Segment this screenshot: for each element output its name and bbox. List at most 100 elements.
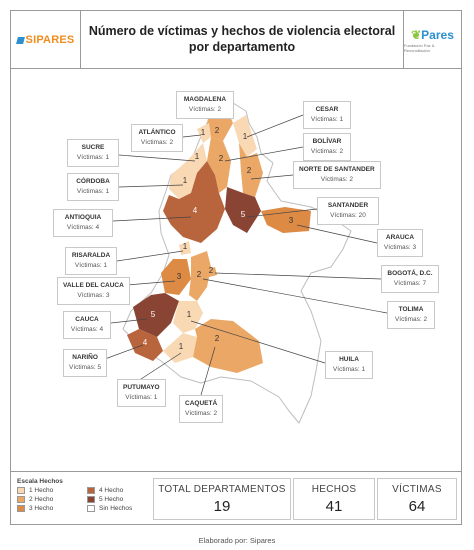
leader-line-atlantico <box>182 134 202 138</box>
label-name: CÓRDOBA <box>76 178 110 185</box>
dept-hechos-bolivar: 2 <box>219 154 224 163</box>
title-line-1: Número de víctimas y hechos de violencia… <box>88 24 396 38</box>
leader-line-cesar <box>246 114 304 138</box>
page-title: Número de víctimas y hechos de violencia… <box>83 23 401 55</box>
label-name: NORTE DE SANTANDER <box>299 166 375 173</box>
dept-hechos-cesar: 1 <box>243 132 248 141</box>
dept-hechos-valle-del-cauca: 3 <box>177 272 182 281</box>
label-cordoba: CÓRDOBA Víctimas: 1 <box>67 173 119 201</box>
leader-line-tolima <box>202 278 388 314</box>
label-name: SANTANDER <box>327 202 369 209</box>
dept-hechos-atlantico: 1 <box>201 128 206 137</box>
sipares-logo: SIPARES <box>11 11 81 69</box>
label-name: VALLE DEL CAUCA <box>63 282 124 289</box>
legend-swatch-3 <box>17 505 25 512</box>
dept-hechos-santander: 5 <box>241 210 246 219</box>
leader-line-santander <box>246 208 318 218</box>
title-line-2: por departamento <box>188 40 296 54</box>
label-victims: Víctimas: 1 <box>310 116 344 123</box>
dept-shape-atlantico <box>197 123 211 143</box>
dept-shape-arauca <box>261 207 311 233</box>
label-victims: Víctimas: 1 <box>76 188 110 195</box>
leader-line-valle-del-cauca <box>126 280 176 286</box>
pares-logo: ❦Pares Fundación Paz & Reconciliación <box>403 11 461 69</box>
sipares-logo-text: SIPARES <box>25 34 75 46</box>
label-magdalena: MAGDALENA Víctimas: 2 <box>176 91 234 119</box>
dept-hechos-risaralda: 1 <box>183 242 188 251</box>
label-name: BOLÍVAR <box>312 138 342 145</box>
label-victims: Víctimas: 1 <box>76 154 110 161</box>
dept-shape-norte-de-santander <box>239 143 263 197</box>
legend-item-5: 5 Hecho <box>87 496 157 503</box>
label-victims: Víctimas: 1 <box>332 366 366 373</box>
label-norte-de-santander: NORTE DE SANTANDER Víctimas: 2 <box>293 161 381 189</box>
dept-hechos-arauca: 3 <box>289 216 294 225</box>
label-victims: Víctimas: 3 <box>383 244 417 251</box>
label-name: BOGOTÁ, D.C. <box>387 270 433 277</box>
label-victims: Víctimas: 5 <box>69 364 102 371</box>
label-cesar: CESAR Víctimas: 1 <box>303 101 351 129</box>
label-name: TOLIMA <box>398 306 424 313</box>
leader-line-norte-de-santander <box>250 174 294 180</box>
label-name: SUCRE <box>81 144 105 151</box>
legend-item-2: 2 Hecho <box>17 496 87 503</box>
stat-victimas-label: VÍCTIMAS <box>392 484 442 495</box>
dept-hechos-tolima: 2 <box>197 270 202 279</box>
header: SIPARES Número de víctimas y hechos de v… <box>11 11 461 69</box>
label-victims: Víctimas: 20 <box>330 212 366 219</box>
dept-shape-cesar <box>233 115 257 157</box>
leader-line-risaralda <box>116 250 184 262</box>
leader-line-cordoba <box>118 184 184 188</box>
label-victims: Víctimas: 2 <box>310 148 344 155</box>
label-name: CESAR <box>315 106 339 113</box>
sipares-mark-icon <box>15 36 25 44</box>
dept-hechos-bogota-d-c: 2 <box>209 266 214 275</box>
legend-swatch-1 <box>17 487 25 494</box>
leader-line-bogota-d-c <box>214 272 382 280</box>
label-bogota-d-c: BOGOTÁ, D.C. Víctimas: 7 <box>381 265 439 293</box>
legend: Escala Hechos 1 Hecho 4 Hecho 2 Hecho 5 … <box>17 478 157 512</box>
label-victims: Víctimas: 3 <box>77 292 110 299</box>
dept-shape-santander <box>225 187 261 233</box>
label-victims: Víctimas: 2 <box>394 316 428 323</box>
label-name: NARIÑO <box>72 354 98 361</box>
label-name: ANTIOQUIA <box>64 214 102 221</box>
label-atlantico: ATLÁNTICO Víctimas: 2 <box>131 124 183 152</box>
label-victims: Víctimas: 2 <box>185 410 218 417</box>
leader-line-narino <box>104 344 144 360</box>
leader-line-sucre <box>118 154 196 162</box>
dept-hechos-magdalena: 2 <box>215 126 220 135</box>
credit-text: Elaborado por: Sipares <box>198 536 276 545</box>
dept-shape-valle-del-cauca <box>161 259 191 295</box>
label-risaralda: RISARALDA Víctimas: 1 <box>65 247 117 275</box>
dept-hechos-narino: 4 <box>143 338 148 347</box>
stat-departamentos-value: 19 <box>213 498 231 515</box>
footer: Escala Hechos 1 Hecho 4 Hecho 2 Hecho 5 … <box>11 471 461 524</box>
label-name: ARAUCA <box>385 234 415 241</box>
label-victims: Víctimas: 1 <box>125 394 158 401</box>
label-huila: HUILA Víctimas: 1 <box>325 351 373 379</box>
dept-shape-putumayo <box>163 333 197 363</box>
label-name: HUILA <box>339 356 359 363</box>
dept-shape-tolima <box>189 251 211 301</box>
label-bolivar: BOLÍVAR Víctimas: 2 <box>303 133 351 161</box>
dept-shape-antioquia <box>163 161 225 243</box>
legend-swatch-none <box>87 505 95 512</box>
legend-item-1: 1 Hecho <box>17 487 87 494</box>
dept-shape-narino <box>127 329 163 361</box>
label-name: MAGDALENA <box>183 96 227 103</box>
legend-item-none: Sin Hechos <box>87 505 157 512</box>
label-name: ATLÁNTICO <box>138 129 176 136</box>
label-victims: Víctimas: 2 <box>188 106 222 113</box>
dept-hechos-sucre: 1 <box>195 152 200 161</box>
dept-shape-sucre <box>187 143 207 173</box>
label-antioquia: ANTIOQUIA Víctimas: 4 <box>53 209 113 237</box>
leader-line-antioquia <box>112 216 192 222</box>
dept-shape-huila <box>173 301 203 333</box>
dept-hechos-norte-de-santander: 2 <box>247 166 252 175</box>
legend-swatch-4 <box>87 487 95 494</box>
label-santander: SANTANDER Víctimas: 20 <box>317 197 379 225</box>
label-putumayo: PUTUMAYO Víctimas: 1 <box>117 379 166 407</box>
label-cauca: CAUCA Víctimas: 4 <box>63 311 111 339</box>
